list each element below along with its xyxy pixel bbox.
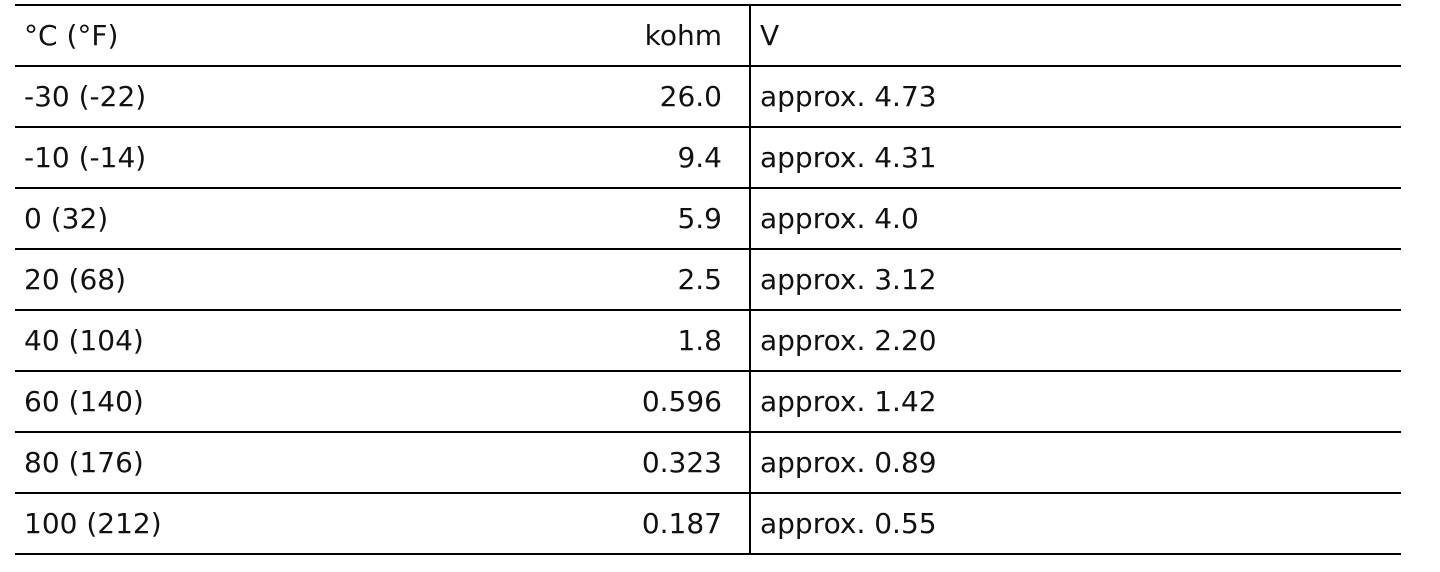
- table-row: -30 (-22) 26.0 approx. 4.73: [15, 65, 1401, 128]
- table-cell: 5.9: [364, 187, 751, 250]
- table-row: 100 (212) 0.187 approx. 0.55: [15, 492, 1401, 555]
- header-cell: °C (°F): [15, 4, 364, 67]
- table-row: 40 (104) 1.8 approx. 2.20: [15, 309, 1401, 372]
- table-cell: 0.596: [364, 370, 751, 433]
- table-cell: 2.5: [364, 248, 751, 311]
- table-cell: 0.323: [364, 431, 751, 494]
- table-cell: approx. 1.42: [750, 370, 1401, 433]
- table-cell: 1.8: [364, 309, 751, 372]
- table-cell: 20 (68): [15, 248, 364, 311]
- table-cell: approx. 2.20: [750, 309, 1401, 372]
- table-cell: -10 (-14): [15, 126, 364, 189]
- header-cell: kohm: [364, 4, 751, 67]
- table-cell: -30 (-22): [15, 65, 364, 128]
- table-cell: 0.187: [364, 492, 751, 555]
- table-container: °C (°F) kohm V -30 (-22) 26.0 approx. 4.73 -10…: [15, 4, 1401, 555]
- table-cell: approx. 3.12: [750, 248, 1401, 311]
- table-cell: 60 (140): [15, 370, 364, 433]
- table-cell: 80 (176): [15, 431, 364, 494]
- table-cell: 40 (104): [15, 309, 364, 372]
- table-cell: approx. 0.55: [750, 492, 1401, 555]
- table-cell: 100 (212): [15, 492, 364, 555]
- header-row: °C (°F) kohm V: [15, 4, 1401, 67]
- table-cell: 0 (32): [15, 187, 364, 250]
- header-cell: V: [750, 4, 1401, 67]
- table-cell: 26.0: [364, 65, 751, 128]
- table-cell: approx. 4.31: [750, 126, 1401, 189]
- table-cell: approx. 0.89: [750, 431, 1401, 494]
- table-cell: 9.4: [364, 126, 751, 189]
- data-table: °C (°F) kohm V -30 (-22) 26.0 approx. 4.73 -10…: [15, 4, 1401, 555]
- table-cell: approx. 4.0: [750, 187, 1401, 250]
- table-row: -10 (-14) 9.4 approx. 4.31: [15, 126, 1401, 189]
- table-row: 60 (140) 0.596 approx. 1.42: [15, 370, 1401, 433]
- table-cell: approx. 4.73: [750, 65, 1401, 128]
- table-row: 80 (176) 0.323 approx. 0.89: [15, 431, 1401, 494]
- table-row: 0 (32) 5.9 approx. 4.0: [15, 187, 1401, 250]
- table-row: 20 (68) 2.5 approx. 3.12: [15, 248, 1401, 311]
